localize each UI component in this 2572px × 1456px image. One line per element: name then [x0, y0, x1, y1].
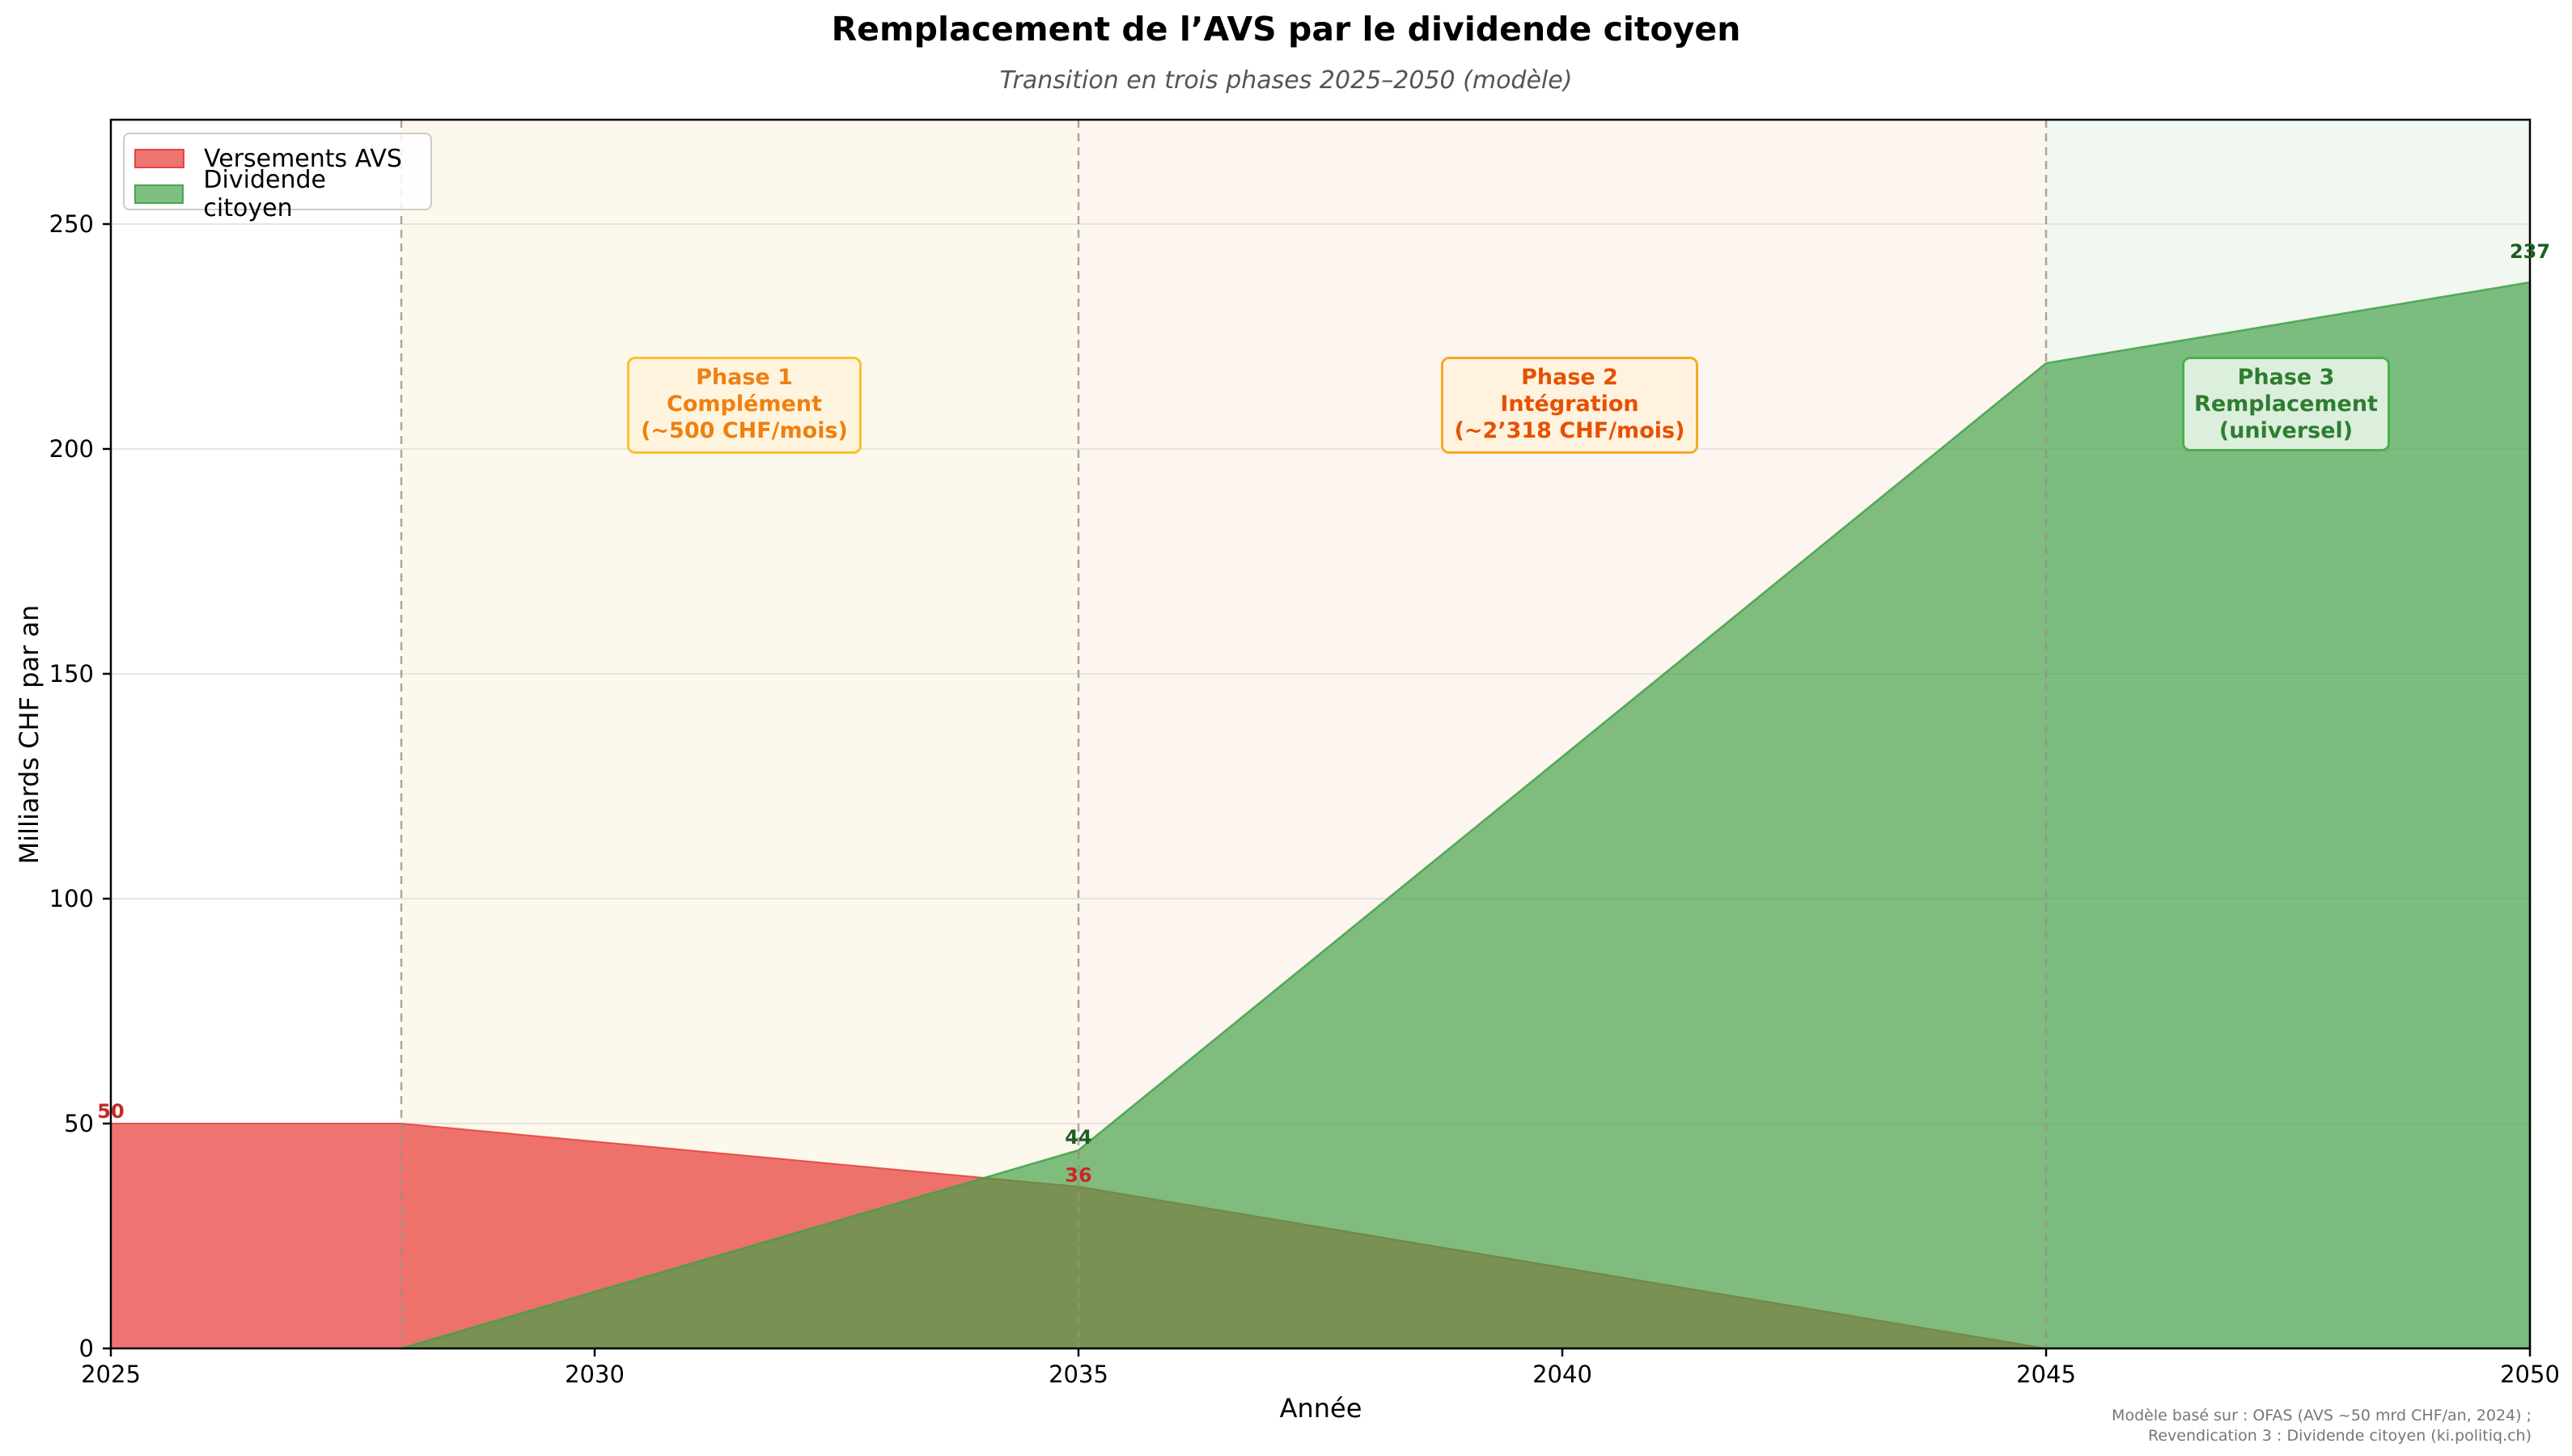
legend-label-avs: Versements AVS — [204, 144, 402, 173]
phase3-annotation: Phase 3 Remplacement (universel) — [2182, 357, 2390, 451]
x-axis-label: Année — [1279, 1393, 1362, 1424]
phase2-name: Intégration — [1500, 392, 1639, 417]
phase-boundaries — [400, 120, 2048, 1348]
legend-item-avs: Versements AVS — [134, 141, 421, 176]
xtick-2045: 2045 — [2016, 1361, 2076, 1388]
source-footnote: Modèle basé sur : OFAS (AVS ~50 mrd CHF/… — [2112, 1406, 2532, 1446]
phase2-annotation: Phase 2 Intégration (~2’318 CHF/mois) — [1441, 357, 1698, 454]
phase1-title: Phase 1 — [696, 365, 793, 390]
label-avs-2035: 36 — [1065, 1164, 1092, 1187]
phase1-name: Complément — [667, 392, 822, 417]
axes-frame — [109, 118, 2532, 1350]
label-avs-2025: 50 — [97, 1100, 125, 1123]
footnote-line2: Revendication 3 : Dividende citoyen (ki.… — [2148, 1427, 2532, 1445]
chart-title: Remplacement de l’AVS par le dividende c… — [831, 10, 1741, 49]
ytick-150: 150 — [49, 660, 94, 688]
ytick-100: 100 — [49, 885, 94, 912]
phase1-annotation: Phase 1 Complément (~500 CHF/mois) — [627, 357, 862, 454]
xtick-2050: 2050 — [2500, 1361, 2560, 1388]
ytick-50: 50 — [64, 1110, 94, 1137]
ytick-200: 200 — [49, 435, 94, 463]
legend-swatch-dividend — [134, 184, 184, 204]
label-div-2035: 44 — [1065, 1126, 1092, 1149]
y-ticks — [103, 222, 111, 1350]
xtick-2025: 2025 — [81, 1361, 141, 1388]
phase1-amount: (~500 CHF/mois) — [641, 418, 848, 443]
legend-swatch-avs — [134, 149, 184, 168]
phase2-amount: (~2’318 CHF/mois) — [1454, 418, 1685, 443]
xtick-2040: 2040 — [1532, 1361, 1592, 1388]
legend: Versements AVS Dividende citoyen — [123, 133, 432, 222]
legend-item-dividend: Dividende citoyen — [134, 166, 421, 222]
phase2-title: Phase 2 — [1521, 365, 1618, 390]
chart-subtitle: Transition en trois phases 2025–2050 (mo… — [999, 66, 1573, 95]
xtick-2030: 2030 — [565, 1361, 625, 1388]
legend-label-dividend: Dividende citoyen — [203, 166, 326, 222]
phase3-amount: (universel) — [2218, 418, 2354, 443]
ytick-0: 0 — [78, 1335, 94, 1362]
phase3-title: Phase 3 — [2237, 365, 2335, 390]
xtick-2035: 2035 — [1049, 1361, 1108, 1388]
footnote-line1: Modèle basé sur : OFAS (AVS ~50 mrd CHF/… — [2112, 1407, 2532, 1424]
label-div-2050: 237 — [2509, 240, 2551, 263]
phase3-name: Remplacement — [2194, 392, 2378, 417]
ytick-250: 250 — [49, 210, 94, 238]
y-axis-label: Milliards CHF par an — [14, 604, 44, 865]
x-ticks — [109, 1348, 2532, 1357]
